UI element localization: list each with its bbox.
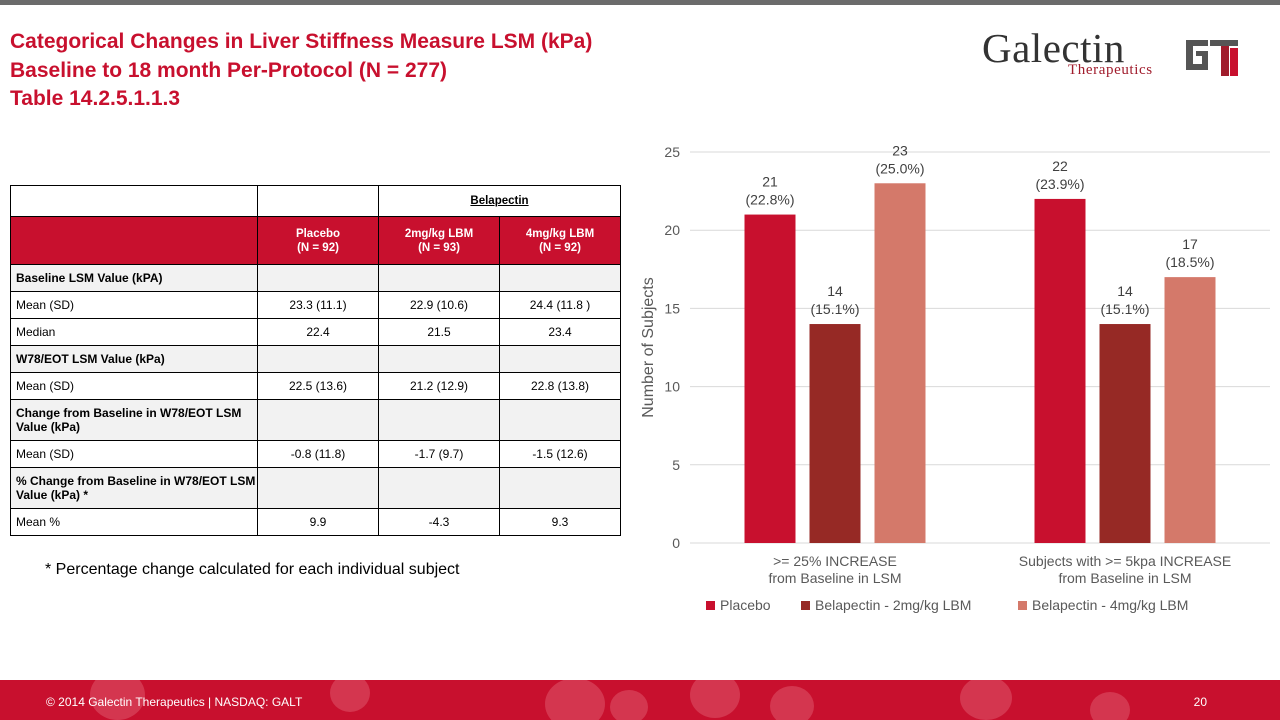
section-row: Change from Baseline in W78/EOT LSM Valu… xyxy=(10,399,621,441)
bar-chart: 0 5 10 15 20 25 Number of Subjects 21 (22.8%) 22 (… xyxy=(640,142,1270,613)
x-category-label: >= 25% INCREASE xyxy=(773,553,897,569)
title-line-3: Table 14.2.5.1.1.3 xyxy=(10,87,181,110)
data-label: 17 xyxy=(1182,236,1198,252)
table-row: Mean (SD) -0.8 (11.8) -1.7 (9.7) -1.5 (1… xyxy=(10,440,621,468)
legend-swatch xyxy=(801,601,810,610)
y-tick-label: 5 xyxy=(672,457,680,473)
galectin-logo: Galectin Therapeutics xyxy=(980,26,1245,80)
cell: -1.5 (12.6) xyxy=(499,440,621,468)
cell: 23.4 xyxy=(499,318,621,346)
bar xyxy=(1034,198,1086,544)
table-row: Mean (SD) 22.5 (13.6) 21.2 (12.9) 22.8 (… xyxy=(10,372,621,400)
section-row: Baseline LSM Value (kPA) xyxy=(10,264,621,292)
footer-copyright: © 2014 Galectin Therapeutics | NASDAQ: G… xyxy=(46,695,303,709)
cell: 21.2 (12.9) xyxy=(378,372,500,400)
title-line-2: Baseline to 18 month Per-Protocol (N = 2… xyxy=(10,58,448,82)
row-label: Mean (SD) xyxy=(10,440,258,468)
table-row: Median 22.4 21.5 23.4 xyxy=(10,318,621,346)
data-label-percent: (25.0%) xyxy=(875,160,924,176)
cell: 24.4 (11.8 ) xyxy=(499,291,621,319)
section-row: % Change from Baseline in W78/EOT LSM Va… xyxy=(10,467,621,509)
logo-gt-mark-icon xyxy=(1186,40,1238,76)
data-label: 14 xyxy=(827,283,843,299)
legend-label: Belapectin - 2mg/kg LBM xyxy=(815,597,971,613)
x-category-label: from Baseline in LSM xyxy=(1058,570,1191,586)
row-label: Median xyxy=(10,318,258,346)
y-axis-title: Number of Subjects xyxy=(640,277,657,418)
col-header-4mg: 4mg/kg LBM (N = 92) xyxy=(499,216,621,265)
table-column-header-row: Placebo (N = 92) 2mg/kg LBM (N = 93) 4mg/k… xyxy=(10,216,621,265)
slide-title: Categorical Changes in Liver Stiffness M… xyxy=(10,28,592,114)
bar xyxy=(744,214,796,543)
page-number: 20 xyxy=(1193,695,1207,709)
section-row: W78/EOT LSM Value (kPa) xyxy=(10,345,621,373)
y-tick-label: 25 xyxy=(664,144,680,160)
logo-subtitle: Therapeutics xyxy=(1068,62,1153,78)
y-tick-label: 15 xyxy=(664,300,680,316)
data-label: 23 xyxy=(892,142,908,158)
logo-name: Galectin xyxy=(982,25,1125,71)
top-bar xyxy=(0,0,1280,5)
section-title: Baseline LSM Value (kPA) xyxy=(10,264,258,292)
row-label: Mean (SD) xyxy=(10,372,258,400)
data-label-percent: (18.5%) xyxy=(1165,254,1214,270)
cell: 21.5 xyxy=(378,318,500,346)
row-label: Mean % xyxy=(10,508,258,536)
cell: 22.4 xyxy=(257,318,379,346)
data-label: 22 xyxy=(1052,158,1068,174)
bar xyxy=(874,183,926,543)
legend-swatch xyxy=(1018,601,1027,610)
table-row: Mean (SD) 23.3 (11.1) 22.9 (10.6) 24.4 (… xyxy=(10,291,621,319)
section-title: % Change from Baseline in W78/EOT LSM Va… xyxy=(10,467,258,509)
section-title: W78/EOT LSM Value (kPa) xyxy=(10,345,258,373)
footer-bar: © 2014 Galectin Therapeutics | NASDAQ: G… xyxy=(0,680,1280,720)
legend-label: Placebo xyxy=(720,597,771,613)
belapectin-header: Belapectin xyxy=(378,185,621,217)
bar xyxy=(1099,324,1151,543)
bar xyxy=(809,324,861,543)
section-title: Change from Baseline in W78/EOT LSM Valu… xyxy=(10,399,258,441)
data-label: 21 xyxy=(762,174,778,190)
x-category-label: Subjects with >= 5kpa INCREASE xyxy=(1019,553,1231,569)
data-label-percent: (15.1%) xyxy=(810,301,859,317)
data-label-percent: (22.8%) xyxy=(745,192,794,208)
bar xyxy=(1164,277,1216,543)
col-header-2mg: 2mg/kg LBM (N = 93) xyxy=(378,216,500,265)
cell: 22.5 (13.6) xyxy=(257,372,379,400)
x-category-label: from Baseline in LSM xyxy=(768,570,901,586)
table-row: Mean % 9.9 -4.3 9.3 xyxy=(10,508,621,536)
title-line-1: Categorical Changes in Liver Stiffness M… xyxy=(10,30,593,53)
cell: -0.8 (11.8) xyxy=(257,440,379,468)
cell: 9.9 xyxy=(257,508,379,536)
legend-swatch xyxy=(706,601,715,610)
cell: -4.3 xyxy=(378,508,500,536)
cell: 22.8 (13.8) xyxy=(499,372,621,400)
y-tick-label: 20 xyxy=(664,222,680,238)
cell: -1.7 (9.7) xyxy=(378,440,500,468)
data-label-percent: (23.9%) xyxy=(1035,176,1084,192)
data-label-percent: (15.1%) xyxy=(1100,301,1149,317)
cell: 22.9 (10.6) xyxy=(378,291,500,319)
lsm-table: Belapectin Placebo (N = 92) 2mg/kg LBM (N … xyxy=(10,185,621,536)
col-header-placebo: Placebo (N = 92) xyxy=(257,216,379,265)
row-label: Mean (SD) xyxy=(10,291,258,319)
y-tick-label: 10 xyxy=(664,379,680,395)
cell: 23.3 (11.1) xyxy=(257,291,379,319)
y-tick-label: 0 xyxy=(672,535,680,551)
legend-label: Belapectin - 4mg/kg LBM xyxy=(1032,597,1188,613)
cell: 9.3 xyxy=(499,508,621,536)
data-label: 14 xyxy=(1117,283,1133,299)
footnote: * Percentage change calculated for each … xyxy=(45,561,460,578)
table-group-header-row: Belapectin xyxy=(10,185,621,217)
